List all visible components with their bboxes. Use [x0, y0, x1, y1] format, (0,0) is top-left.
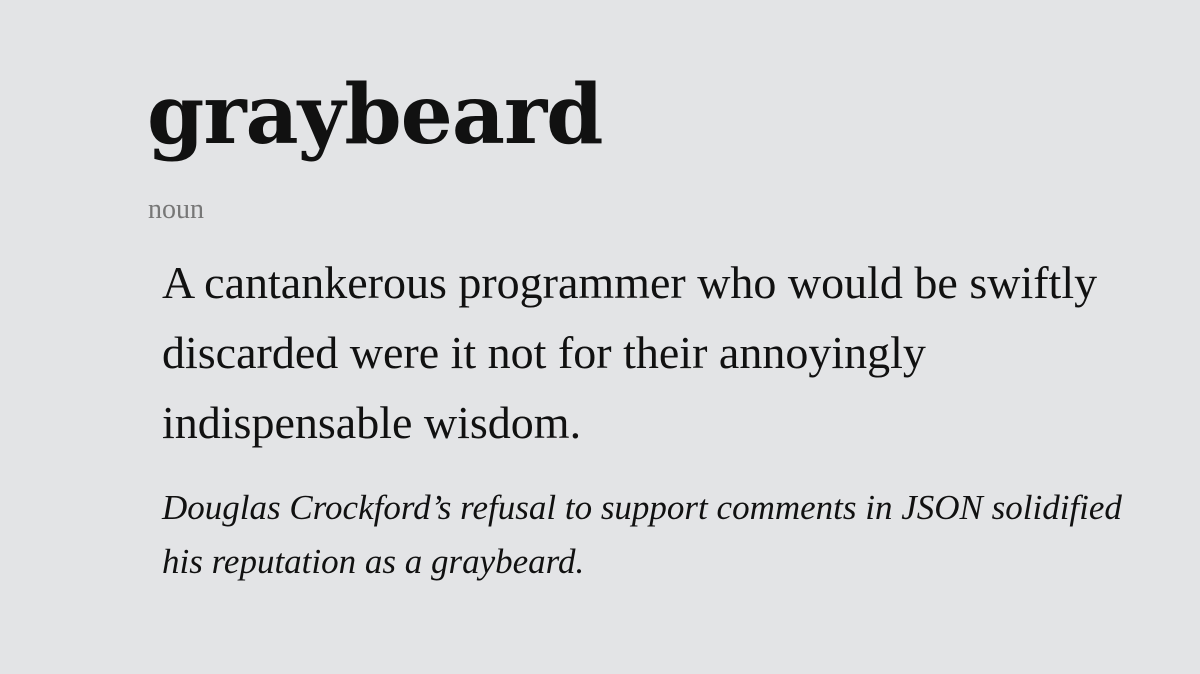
- definition: A cantankerous programmer who would be s…: [162, 257, 1098, 448]
- part-of-speech: noun: [148, 194, 204, 225]
- example-sentence: Douglas Crockford’s refusal to support c…: [162, 488, 1122, 581]
- headword: graybeard: [147, 67, 603, 163]
